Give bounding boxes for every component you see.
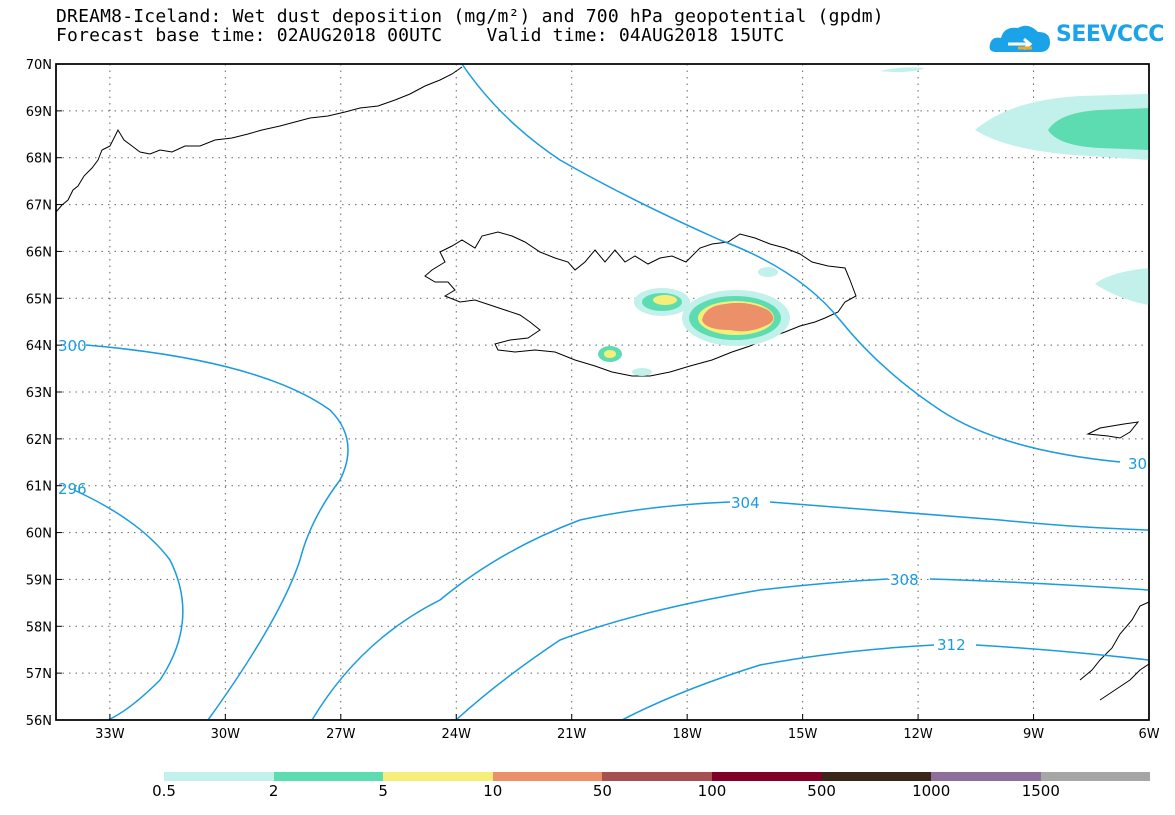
- lon-tick-label: 6W: [1138, 727, 1159, 742]
- lat-tick-label: 59N: [26, 573, 52, 588]
- lat-tick-label: 57N: [26, 667, 52, 682]
- dust-shading-northeast: [880, 67, 1149, 305]
- logo-text: SEEVCCC: [1056, 22, 1164, 47]
- contour-label-30: 30: [1128, 455, 1147, 473]
- greenland-coast: [55, 66, 463, 213]
- geopotential-contours: [73, 63, 1150, 721]
- legend-label: 1000: [912, 782, 951, 800]
- legend-swatch: [273, 772, 384, 781]
- lon-tick-label: 9W: [1023, 727, 1044, 742]
- lon-tick-label: 12W: [903, 727, 933, 742]
- lon-tick-label: 21W: [557, 727, 587, 742]
- legend-swatch: [712, 772, 822, 781]
- dust-shading-iceland: [598, 267, 790, 376]
- map-title: DREAM8-Iceland: Wet dust deposition (mg/…: [56, 6, 884, 27]
- lon-tick-label: 33W: [95, 727, 125, 742]
- legend-label: 2: [268, 782, 279, 800]
- cloud-icon: [989, 25, 1050, 52]
- legend-label: 500: [807, 782, 836, 800]
- legend-swatch: [821, 772, 932, 781]
- legend-label: 10: [483, 782, 503, 800]
- map-subtitle: Forecast base time: 02AUG2018 00UTC Vali…: [56, 25, 785, 46]
- lon-tick-label: 18W: [672, 727, 702, 742]
- legend-label: 5: [378, 782, 388, 800]
- contour-label-308: 308: [890, 571, 919, 589]
- lat-tick-label: 62N: [26, 433, 52, 448]
- lat-tick-label: 58N: [26, 620, 52, 635]
- lat-tick-label: 60N: [26, 527, 52, 542]
- legend-label: 1500: [1021, 782, 1060, 800]
- legend-swatch: [164, 772, 274, 781]
- lat-tick-label: 56N: [26, 714, 52, 729]
- lat-tick-label: 63N: [26, 386, 52, 401]
- legend-label: 0.5: [152, 782, 176, 800]
- contour-label-312: 312: [937, 636, 966, 654]
- lon-tick-label: 30W: [211, 727, 241, 742]
- legend-swatch: [931, 772, 1041, 781]
- lon-tick-label: 24W: [442, 727, 472, 742]
- legend-swatch: [383, 772, 493, 781]
- lon-tick-label: 27W: [326, 727, 356, 742]
- legend-label: 100: [697, 782, 727, 800]
- lat-tick-label: 67N: [26, 199, 52, 214]
- legend-label: 50: [592, 782, 612, 800]
- contour-label-300: 300: [58, 337, 87, 355]
- lat-tick-label: 65N: [26, 292, 52, 307]
- contour-label-304: 304: [731, 494, 760, 512]
- legend-swatch: [492, 772, 603, 781]
- graticule: [56, 64, 1149, 720]
- lat-tick-label: 64N: [26, 339, 52, 354]
- legend-swatch: [1040, 772, 1151, 781]
- lat-tick-label: 68N: [26, 152, 52, 167]
- scotland-coast: [1079, 601, 1150, 701]
- lat-tick-label: 61N: [26, 480, 52, 495]
- contour-label-296: 296: [58, 480, 87, 498]
- lat-tick-label: 70N: [26, 58, 52, 73]
- iceland-coast: [424, 231, 857, 377]
- axis-labels: 56N 57N 58N 59N 60N 61N 62N 63N 64N 65N 66N 67N 68N 6…: [26, 58, 1160, 742]
- lon-tick-label: 15W: [788, 727, 818, 742]
- lat-tick-label: 69N: [26, 105, 52, 120]
- faroe-islands-coast: [1086, 421, 1140, 439]
- lat-tick-label: 66N: [26, 245, 52, 260]
- legend-swatch: [602, 772, 712, 781]
